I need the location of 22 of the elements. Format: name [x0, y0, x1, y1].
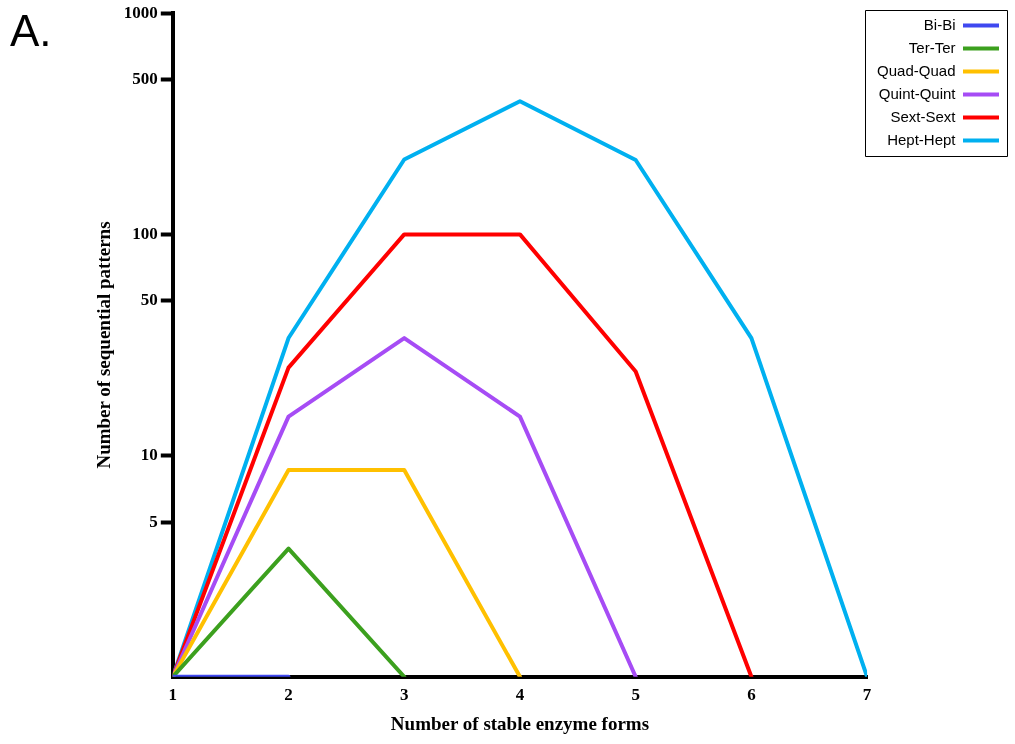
- legend-label: Quad-Quad: [877, 61, 956, 79]
- x-tick-label: 3: [399, 685, 409, 705]
- x-tick-label: 4: [515, 685, 525, 705]
- y-tick-label: 1000: [123, 2, 158, 22]
- x-axis-title: Number of stable enzyme forms: [390, 712, 650, 734]
- legend-label: Hept-Hept: [887, 130, 957, 148]
- x-tick-label: 6: [747, 685, 756, 705]
- y-tick-label: 50: [140, 290, 158, 310]
- x-tick-label: 1: [168, 685, 178, 705]
- legend-label: Quint-Quint: [878, 84, 957, 102]
- text: A.: [10, 6, 52, 56]
- y-axis-title: Number of sequential patterns: [93, 221, 115, 469]
- y-tick-label: 500: [132, 69, 158, 89]
- legend-label: Bi-Bi: [923, 15, 956, 33]
- y-tick-label: 10: [140, 444, 158, 464]
- y-tick-label: 100: [132, 223, 158, 243]
- legend-label: Sext-Sext: [890, 107, 957, 125]
- y-tick-label: 5: [149, 511, 158, 531]
- x-tick-label: 7: [862, 685, 872, 705]
- x-tick-label: 2: [284, 685, 293, 705]
- legend-label: Ter-Ter: [908, 38, 956, 56]
- x-tick-label: 5: [631, 685, 640, 705]
